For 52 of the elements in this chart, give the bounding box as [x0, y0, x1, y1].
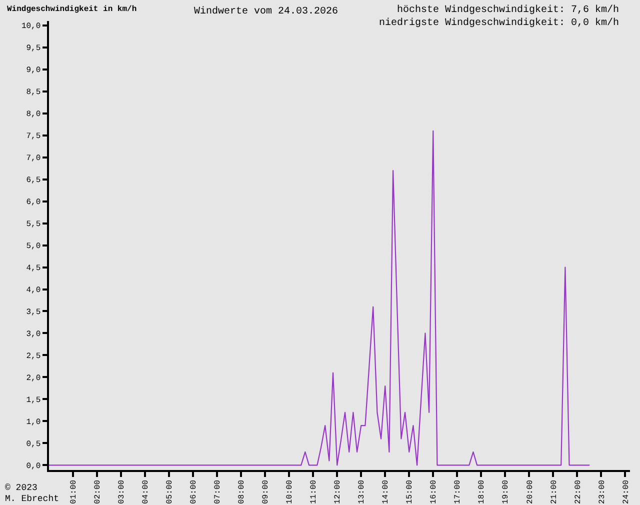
y-tick-label: 2,0: [26, 374, 41, 384]
x-tick-label: 16:00: [430, 480, 439, 504]
text: © 2023: [5, 483, 38, 493]
annotation: niedrigste Windgeschwindigkeit: 0,0 km/h: [379, 17, 620, 29]
x-tick-label: 14:00: [382, 480, 391, 504]
y-tick-label: 7,5: [26, 132, 41, 142]
x-tick-label: 09:00: [262, 480, 271, 504]
y-tick-label: 8,5: [26, 88, 41, 98]
x-tick-label: 02:00: [94, 480, 103, 504]
x-tick-label: 05:00: [166, 480, 175, 504]
y-tick-label: 2,5: [26, 352, 41, 362]
x-tick-label: 06:00: [190, 480, 199, 504]
y-tick-label: 3,0: [26, 330, 41, 340]
x-tick-label: 12:00: [334, 480, 343, 504]
x-tick-label: 21:00: [550, 480, 559, 504]
y-tick-label: 6,5: [26, 176, 41, 186]
y-tick-label: 0,5: [26, 440, 41, 449]
x-tick-label: 22:00: [574, 480, 583, 504]
y-tick-label: 6,0: [26, 198, 41, 208]
y-tick-label: 9,5: [26, 44, 41, 54]
y-tick-label: 10,0: [21, 22, 41, 32]
x-tick-label: 01:00: [70, 480, 79, 504]
x-tick-label: 24:00: [622, 480, 631, 504]
x-tick-label: 18:00: [478, 480, 487, 504]
x-tick-label: 03:00: [118, 480, 127, 504]
x-tick-label: 08:00: [238, 480, 247, 504]
x-tick-label: 17:00: [454, 480, 463, 504]
line-series: [49, 130, 590, 466]
y-tick-label: 4,0: [26, 286, 41, 296]
x-tick-label: 23:00: [598, 480, 607, 504]
y-tick-label: 4,5: [26, 264, 41, 274]
x-tick-label: 07:00: [214, 480, 223, 504]
x-tick-label: 11:00: [310, 480, 319, 504]
x-tick-label: 20:00: [526, 480, 535, 504]
text: höchste Windgeschwindigkeit: 7,6 km/h: [397, 4, 620, 16]
y-axis-title: Windgeschwindigkeit in km/h: [7, 5, 137, 14]
x-tick-label: 15:00: [406, 480, 415, 504]
y-tick-label: 0,0: [26, 462, 41, 471]
y-tick-label: 5,5: [26, 220, 41, 230]
chart-title: Windwerte vom 24.03.2026: [194, 6, 338, 18]
y-tick-label: 8,0: [26, 110, 41, 120]
x-tick-label: 13:00: [358, 480, 367, 504]
x-tick-label: 10:00: [286, 480, 295, 504]
y-tick-label: 9,0: [26, 66, 41, 76]
y-tick-label: 1,5: [26, 396, 41, 405]
y-tick-label: 7,0: [26, 154, 41, 164]
x-tick-label: 19:00: [502, 480, 511, 504]
x-tick-label: 04:00: [142, 480, 151, 504]
y-tick-label: 1,0: [26, 418, 41, 427]
y-tick-label: 5,0: [26, 242, 41, 252]
text: M. Ebrecht: [5, 494, 60, 504]
y-tick-label: 3,5: [26, 308, 41, 318]
